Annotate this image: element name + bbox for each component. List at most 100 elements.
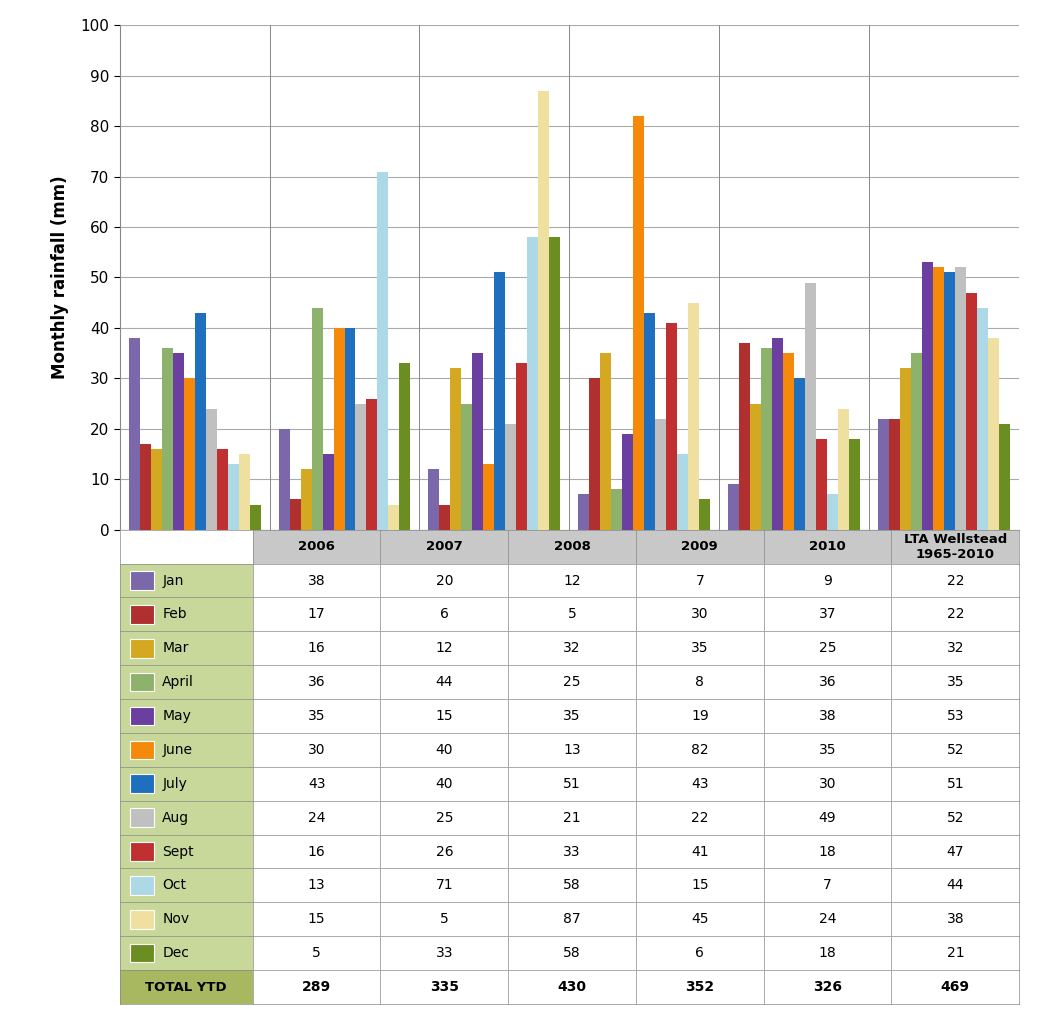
Bar [783, 353, 795, 530]
Text: 30: 30 [818, 777, 836, 791]
Bar [130, 706, 154, 725]
Text: 38: 38 [818, 709, 836, 723]
Bar [838, 409, 850, 530]
Text: 36: 36 [308, 675, 326, 689]
Text: 24: 24 [818, 912, 836, 926]
Bar [944, 272, 955, 530]
Bar [805, 283, 816, 530]
Bar [356, 404, 366, 530]
Bar [966, 293, 978, 530]
Text: 87: 87 [564, 912, 581, 926]
Text: 58: 58 [564, 879, 581, 892]
Text: Jan: Jan [162, 573, 184, 587]
Text: 21: 21 [946, 946, 964, 961]
Text: 52: 52 [946, 743, 964, 757]
Bar [130, 673, 154, 691]
Text: 38: 38 [946, 912, 964, 926]
Text: 49: 49 [818, 810, 836, 824]
Text: 36: 36 [818, 675, 836, 689]
Bar [301, 469, 312, 530]
Text: 35: 35 [692, 642, 708, 655]
Bar [600, 353, 612, 530]
Bar [139, 444, 151, 530]
Text: 44: 44 [946, 879, 964, 892]
Text: 44: 44 [436, 675, 453, 689]
Bar [728, 484, 739, 530]
Text: May: May [162, 709, 191, 723]
Text: 47: 47 [946, 845, 964, 859]
Bar [289, 499, 301, 530]
Text: 12: 12 [564, 573, 581, 587]
Text: 6: 6 [696, 946, 704, 961]
Bar [988, 338, 999, 530]
Y-axis label: Monthly rainfall (mm): Monthly rainfall (mm) [51, 176, 70, 379]
Text: 58: 58 [564, 946, 581, 961]
Text: 38: 38 [308, 573, 326, 587]
Bar [151, 449, 161, 530]
Text: 22: 22 [692, 810, 708, 824]
Text: 8: 8 [696, 675, 704, 689]
Text: 51: 51 [564, 777, 581, 791]
Bar [527, 237, 539, 530]
Text: 53: 53 [946, 709, 964, 723]
Bar [194, 313, 206, 530]
Bar [450, 368, 462, 530]
Text: 7: 7 [696, 573, 704, 587]
Text: 25: 25 [818, 642, 836, 655]
Text: 19: 19 [691, 709, 708, 723]
Text: Sept: Sept [162, 845, 193, 859]
Text: 82: 82 [691, 743, 708, 757]
Bar [549, 237, 561, 530]
Bar [795, 378, 805, 530]
Text: 25: 25 [564, 675, 581, 689]
Text: 22: 22 [946, 573, 964, 587]
Bar [505, 424, 517, 530]
Bar [216, 449, 228, 530]
Bar [389, 504, 399, 530]
Text: 335: 335 [430, 980, 459, 994]
Bar [878, 419, 889, 530]
Bar [816, 439, 827, 530]
Bar [462, 404, 472, 530]
Bar [130, 775, 154, 793]
Text: 5: 5 [440, 912, 448, 926]
Bar [850, 439, 860, 530]
Text: 35: 35 [564, 709, 581, 723]
Bar [184, 378, 194, 530]
Bar [279, 429, 289, 530]
Text: 15: 15 [308, 912, 326, 926]
Text: 430: 430 [557, 980, 587, 994]
Text: 13: 13 [564, 743, 581, 757]
Text: Nov: Nov [162, 912, 189, 926]
Bar [129, 338, 139, 530]
Bar [238, 454, 250, 530]
Bar [517, 363, 527, 530]
Text: 2008: 2008 [553, 540, 591, 553]
Text: 9: 9 [823, 573, 832, 587]
Bar [578, 494, 590, 530]
Bar [539, 91, 549, 530]
Bar [901, 368, 911, 530]
Text: 33: 33 [436, 946, 453, 961]
Bar [130, 639, 154, 658]
Text: 71: 71 [436, 879, 453, 892]
Bar [130, 876, 154, 895]
Bar [889, 419, 901, 530]
Bar [655, 419, 667, 530]
Bar [761, 348, 773, 530]
Text: 30: 30 [692, 607, 708, 622]
Text: 35: 35 [946, 675, 964, 689]
Text: 2009: 2009 [681, 540, 719, 553]
Bar [428, 469, 440, 530]
Bar [827, 494, 838, 530]
Text: Feb: Feb [162, 607, 187, 622]
Text: TOTAL YTD: TOTAL YTD [146, 981, 227, 994]
Text: 18: 18 [818, 845, 836, 859]
Bar [312, 308, 322, 530]
Text: 15: 15 [691, 879, 708, 892]
Text: 13: 13 [308, 879, 326, 892]
Bar [484, 464, 494, 530]
Text: 12: 12 [436, 642, 453, 655]
Text: 35: 35 [818, 743, 836, 757]
Bar [645, 313, 655, 530]
